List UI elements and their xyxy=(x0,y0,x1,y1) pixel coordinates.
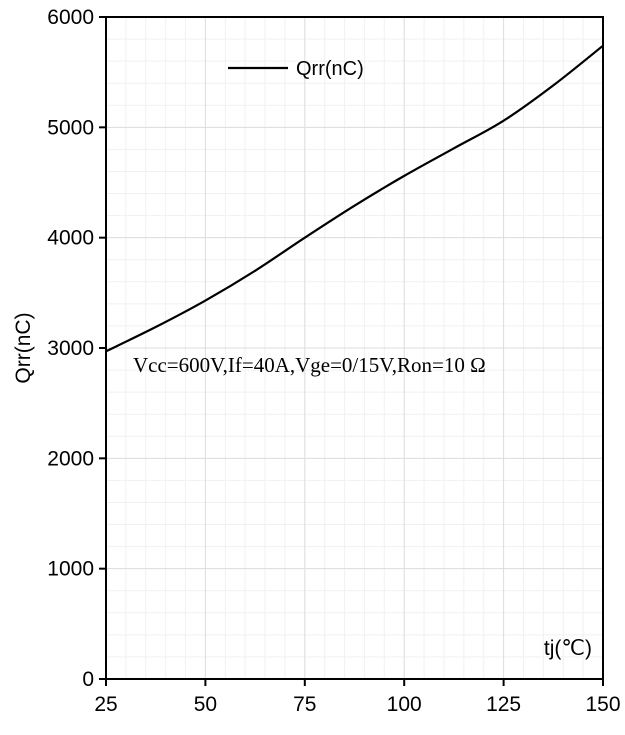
x-axis-label: tj(℃) xyxy=(544,637,592,660)
x-tick-label: 100 xyxy=(387,693,422,716)
x-tick-label: 75 xyxy=(293,693,316,716)
test-conditions-annotation: Vcc=600V,If=40A,Vge=0/15V,Ron=10 Ω xyxy=(133,353,486,377)
y-tick-label: 4000 xyxy=(47,227,94,250)
legend-label: Qrr(nC) xyxy=(296,58,364,80)
y-tick-label: 6000 xyxy=(47,6,94,29)
y-tick-label: 3000 xyxy=(47,337,94,360)
y-tick-label: 1000 xyxy=(47,558,94,581)
x-tick-label: 125 xyxy=(486,693,521,716)
x-tick-label: 50 xyxy=(194,693,217,716)
y-tick-label: 5000 xyxy=(47,116,94,139)
x-tick-label: 25 xyxy=(94,693,117,716)
x-tick-label: 150 xyxy=(585,693,620,716)
y-axis-label: Qrr(nC) xyxy=(12,312,35,383)
y-tick-label: 0 xyxy=(82,668,94,691)
y-tick-label: 2000 xyxy=(47,447,94,470)
